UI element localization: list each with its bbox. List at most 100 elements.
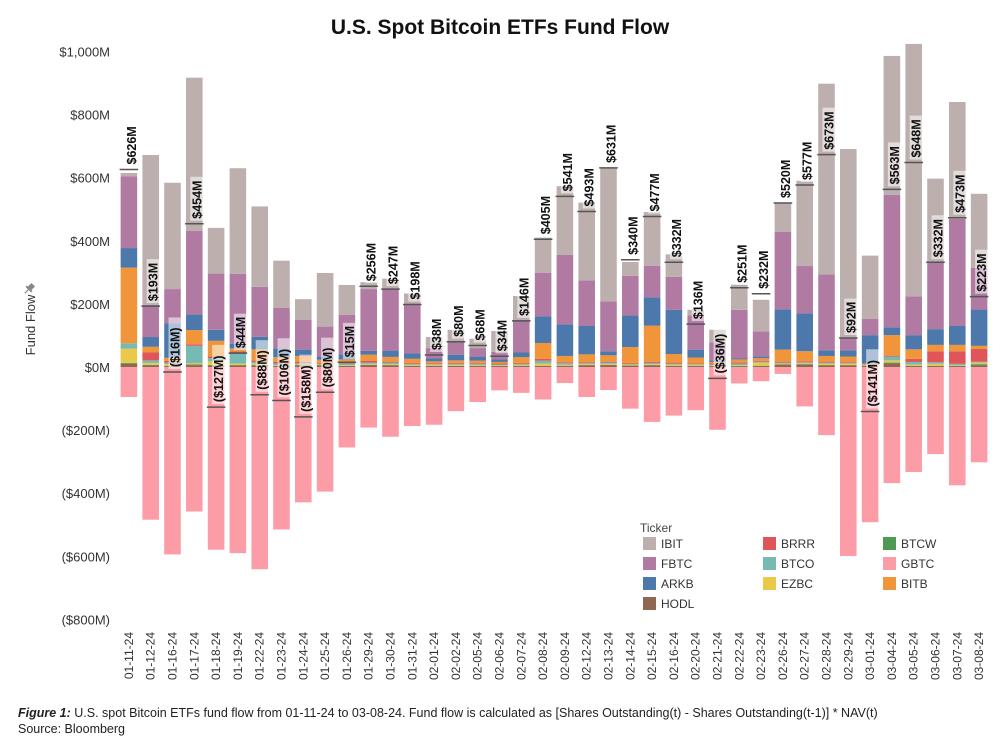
total-label-bg (299, 354, 314, 414)
x-tick-label: 01-23-24 (275, 632, 289, 680)
legend-item-bitb: BITB (883, 577, 928, 591)
total-label-text: $146M (517, 278, 531, 316)
bar-segment-arkb (643, 297, 661, 326)
bar-segment-btco (818, 362, 835, 364)
total-label: ($158M) (299, 354, 314, 414)
legend-label: GBTC (901, 557, 935, 571)
bar-segment-gbtc (818, 367, 835, 436)
bar-segment-arkb (578, 325, 595, 355)
bar-segment-btcw (578, 365, 595, 366)
bar-segment-brrr (556, 362, 574, 364)
bar-segment-fbtc (513, 319, 530, 353)
bar-segment-bitb (752, 358, 770, 361)
bar-segment-fbtc (731, 309, 748, 359)
bar-segment-ezbc (731, 365, 748, 367)
bar-segment-ibit (622, 261, 639, 276)
total-label: $631M (604, 120, 619, 165)
bar-segment-arkb (382, 350, 399, 357)
total-label: $34M (495, 316, 510, 354)
x-tick-label: 02-07-24 (514, 632, 528, 680)
total-label-text: $44M (234, 317, 248, 348)
bar-segment-arkb (752, 356, 770, 359)
bar-segment-hodl (360, 365, 377, 367)
bar-segment-hodl (469, 366, 486, 367)
bar-segment-arkb (360, 350, 377, 355)
bar-segment-fbtc (360, 289, 377, 351)
bar-segment-brrr (404, 362, 421, 364)
x-tick-label: 03-04-24 (885, 632, 899, 680)
bar-segment-btcw (360, 364, 377, 366)
total-label-text: $223M (975, 253, 989, 291)
bar-segment-btco (338, 363, 356, 366)
total-label: $454M (190, 176, 205, 221)
bar-segment-fbtc (796, 266, 813, 314)
bar-segment-brrr (752, 360, 770, 362)
y-tick-label: $800M (70, 108, 110, 123)
bar-segment-ibit (774, 203, 792, 232)
bar-segment-fbtc (643, 265, 661, 298)
bar-segment-bitb (404, 358, 421, 363)
x-tick-label: 02-12-24 (580, 632, 594, 680)
bar-segment-fbtc (927, 262, 944, 330)
bar-segment-ibit (643, 212, 661, 266)
bar-segment-btcw (229, 365, 247, 366)
bar-segment-hodl (905, 366, 922, 367)
bar-segment-arkb (513, 352, 530, 358)
bar-segment-gbtc (186, 367, 203, 512)
total-label: ($80M) (321, 337, 336, 390)
bar-segment-ezbc (796, 363, 813, 365)
bar-segment-bitb (447, 360, 465, 363)
bar-segment-ezbc (360, 363, 377, 365)
bar-segment-gbtc (622, 367, 639, 409)
bar-stack (164, 182, 181, 555)
total-label: $332M (669, 215, 684, 260)
x-tick-label: 02-15-24 (645, 632, 659, 680)
chart-title: U.S. Spot Bitcoin ETFs Fund Flow (330, 16, 670, 39)
total-label: ($141M) (866, 349, 881, 409)
bar-segment-gbtc (404, 367, 421, 426)
total-label: $68M (473, 306, 488, 343)
bar-segment-fbtc (164, 289, 181, 324)
y-axis: $1,000M $800M $600M $400M $200M $0M ($200M) ($4… (59, 45, 110, 628)
bar-segment-btco (840, 363, 857, 364)
bar-segment-arkb (774, 309, 792, 350)
bar-segment-fbtc (142, 304, 159, 338)
bar-segment-hodl (927, 366, 944, 367)
bar-segment-ezbc (665, 364, 683, 366)
bar-segment-brrr (927, 351, 944, 363)
legend-swatch (763, 577, 776, 590)
total-label-text: $626M (125, 126, 139, 164)
total-label-bg (473, 306, 488, 343)
bar-segment-brrr (491, 363, 508, 365)
total-label-bg (953, 170, 968, 215)
bar-stack (665, 254, 683, 416)
total-label: $223M (975, 249, 990, 294)
bar-segment-arkb (949, 325, 966, 345)
bar-segment-btcw (927, 365, 944, 367)
total-label-bg (735, 240, 750, 285)
x-tick-label: 01-18-24 (209, 632, 223, 680)
bar-segment-fbtc (120, 176, 138, 249)
x-tick-label: 01-16-24 (166, 632, 180, 680)
total-label-bg (582, 164, 597, 209)
bar-segment-brrr (731, 362, 748, 364)
bar-segment-ezbc (447, 364, 465, 366)
bar-segment-brrr (360, 361, 377, 363)
total-label-text: $332M (670, 219, 684, 257)
total-label-bg (168, 317, 183, 370)
bar-segment-fbtc (295, 319, 312, 350)
bar-segment-gbtc (774, 367, 792, 374)
bar-segment-bitb (622, 347, 639, 363)
bar-stack (556, 186, 574, 384)
bar-segment-fbtc (534, 272, 552, 317)
x-tick-label: 02-27-24 (798, 632, 812, 680)
total-label-text: $648M (910, 119, 924, 157)
bar-segment-ibit (970, 193, 988, 268)
bar-segment-btcw (731, 366, 748, 367)
bar-segment-btco (447, 363, 465, 365)
bar-segment-bitb (338, 359, 356, 363)
bar-segment-gbtc (687, 367, 704, 411)
bar-segment-fbtc (556, 254, 574, 325)
bar-segment-bitb (774, 349, 792, 362)
bar-segment-brrr (622, 362, 639, 364)
